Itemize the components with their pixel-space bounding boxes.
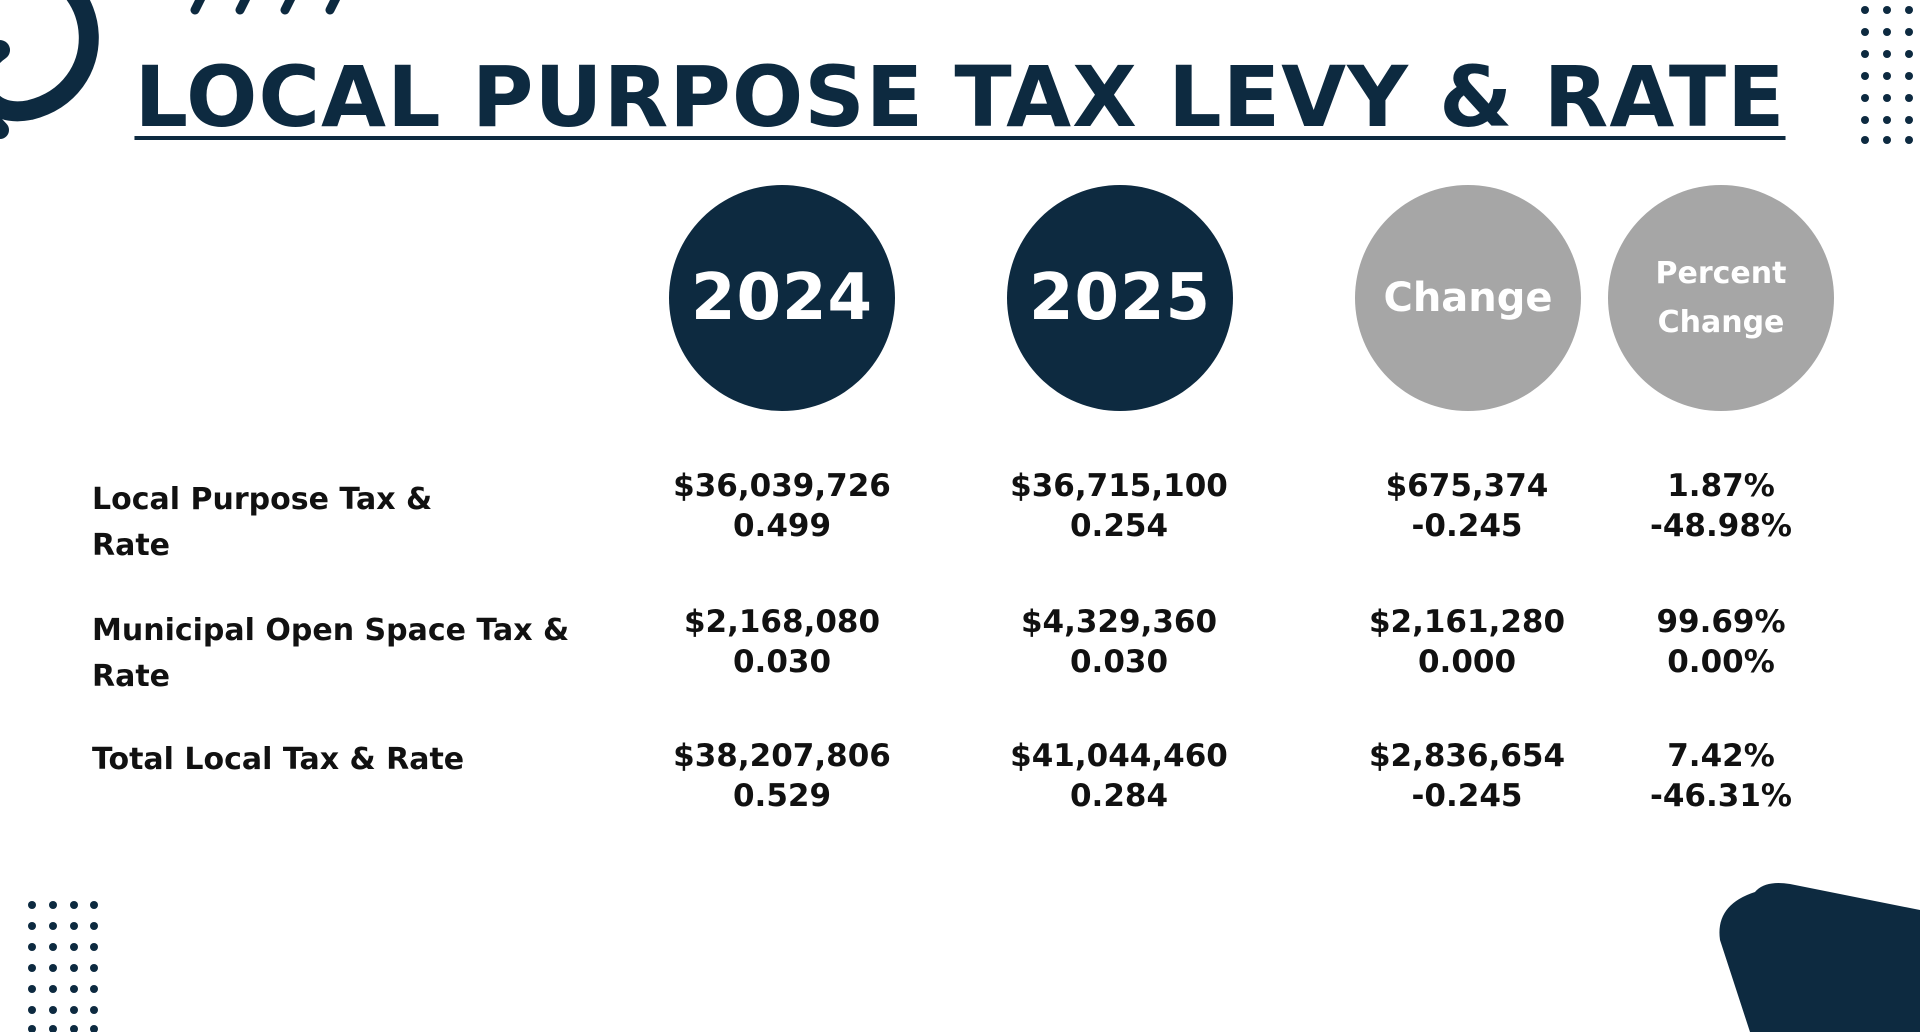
cell-2025-total: $41,044,460 0.284: [969, 736, 1269, 816]
cell-percent-total: 7.42% -46.31%: [1571, 736, 1871, 816]
cell-change-local-purpose: $675,374 -0.245: [1317, 466, 1617, 546]
header-percent-line1: Percent: [1655, 255, 1787, 291]
cell-amount: $41,044,460: [1010, 738, 1228, 774]
cell-amount: $38,207,806: [673, 738, 891, 774]
dots-decoration-top-right: [1861, 6, 1913, 144]
cell-2024-total: $38,207,806 0.529: [632, 736, 932, 816]
cell-rate: 0.499: [732, 508, 832, 544]
cell-rate: 0.000: [1417, 644, 1517, 680]
header-percent-change: Percent Change: [1608, 185, 1834, 411]
cell-rate: 0.529: [732, 778, 832, 814]
swirl-decoration: [0, 0, 99, 139]
cell-amount: $36,715,100: [1010, 468, 1228, 504]
cell-rate-pct: -46.31%: [1650, 778, 1792, 814]
cell-change-total: $2,836,654 -0.245: [1317, 736, 1617, 816]
cell-rate-pct: -48.98%: [1650, 508, 1792, 544]
cell-rate-pct: 0.00%: [1667, 644, 1775, 680]
cell-amount: $2,836,654: [1368, 738, 1566, 774]
cell-2025-local-purpose: $36,715,100 0.254: [969, 466, 1269, 546]
cell-amount: $36,039,726: [673, 468, 891, 504]
cell-percent-local-purpose: 1.87% -48.98%: [1571, 466, 1871, 546]
row-label-line1: Municipal Open Space Tax &: [92, 613, 570, 648]
page-title: LOCAL PURPOSE TAX LEVY & RATE: [0, 48, 1920, 146]
header-change: Change: [1355, 185, 1581, 411]
header-percent-line2: Change: [1657, 305, 1785, 340]
row-label-line2: Rate: [92, 528, 171, 563]
cell-percent-open-space: 99.69% 0.00%: [1571, 602, 1871, 682]
page-title-text: LOCAL PURPOSE TAX LEVY & RATE: [134, 48, 1786, 146]
cell-amount-pct: 1.87%: [1667, 468, 1775, 504]
dots-decoration-bottom-left: [28, 901, 98, 1032]
cell-2024-open-space: $2,168,080 0.030: [632, 602, 932, 682]
cell-amount: $4,329,360: [1020, 604, 1218, 640]
row-label-line2: Rate: [92, 659, 171, 694]
row-label-line1: Local Purpose Tax &: [92, 482, 433, 517]
cell-2025-open-space: $4,329,360 0.030: [969, 602, 1269, 682]
cell-amount: $675,374: [1385, 468, 1549, 504]
header-2025: 2025: [1007, 185, 1233, 411]
cell-2024-local-purpose: $36,039,726 0.499: [632, 466, 932, 546]
cell-amount: $2,161,280: [1368, 604, 1566, 640]
header-2024: 2024: [669, 185, 895, 411]
corner-shape-decoration: [1719, 883, 1920, 1032]
cell-rate: -0.245: [1411, 778, 1523, 814]
cell-change-open-space: $2,161,280 0.000: [1317, 602, 1617, 682]
row-label-local-purpose: Local Purpose Tax & Rate: [92, 477, 612, 569]
cell-amount: $2,168,080: [683, 604, 881, 640]
cell-rate: 0.254: [1069, 508, 1169, 544]
slash-decoration: [190, 0, 341, 15]
cell-rate: -0.245: [1411, 508, 1523, 544]
row-label-line1: Total Local Tax & Rate: [92, 742, 465, 777]
cell-rate: 0.030: [1069, 644, 1169, 680]
row-label-total: Total Local Tax & Rate: [92, 737, 612, 783]
row-label-open-space: Municipal Open Space Tax & Rate: [92, 608, 612, 700]
cell-rate: 0.284: [1069, 778, 1169, 814]
cell-amount-pct: 7.42%: [1667, 738, 1775, 774]
cell-rate: 0.030: [732, 644, 832, 680]
cell-amount-pct: 99.69%: [1656, 604, 1786, 640]
